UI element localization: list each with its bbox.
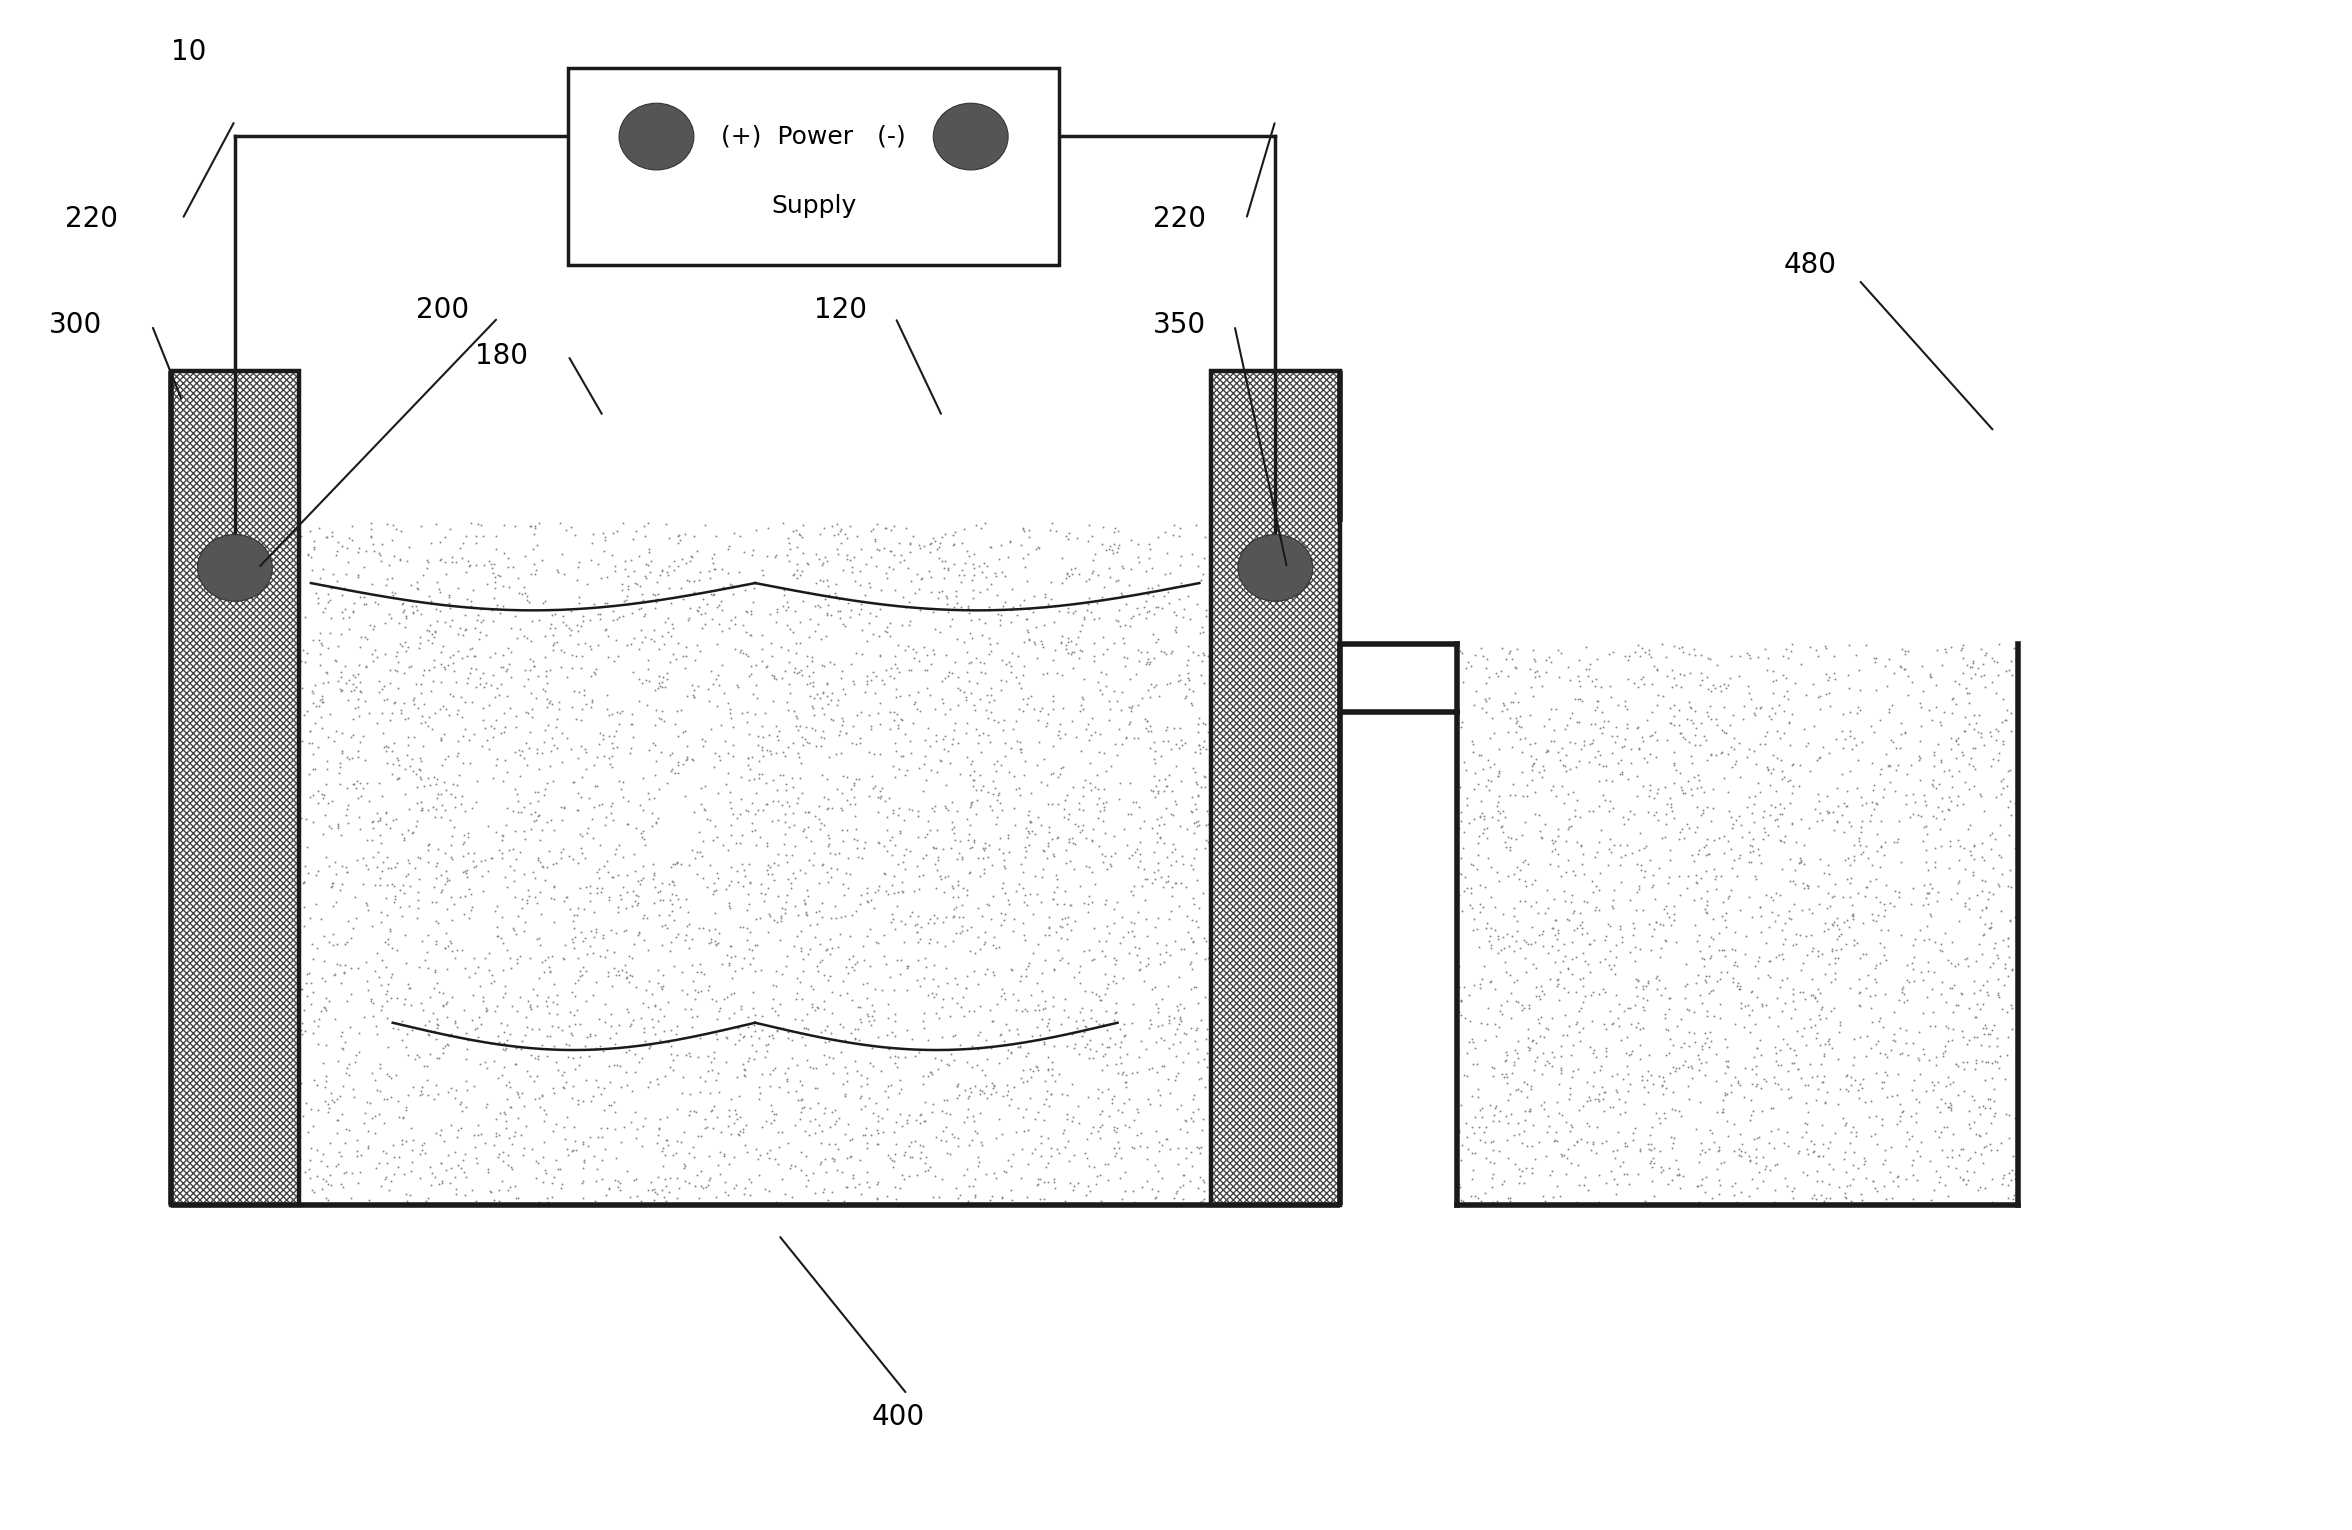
- Text: 220: 220: [1152, 205, 1207, 233]
- Ellipse shape: [198, 534, 273, 601]
- Bar: [172, 370, 299, 1204]
- Bar: [1211, 370, 1341, 1204]
- Text: Supply: Supply: [771, 194, 856, 217]
- Bar: [172, 370, 299, 1204]
- Text: 180: 180: [475, 341, 527, 370]
- Bar: [172, 370, 299, 1204]
- Text: 200: 200: [416, 297, 470, 324]
- Ellipse shape: [934, 103, 1009, 170]
- Text: 400: 400: [873, 1403, 924, 1431]
- Text: 350: 350: [1152, 311, 1207, 340]
- Bar: [1211, 370, 1341, 1204]
- Text: 300: 300: [49, 311, 101, 340]
- Text: 120: 120: [814, 297, 866, 324]
- Text: 480: 480: [1783, 251, 1837, 278]
- Ellipse shape: [1237, 534, 1312, 601]
- Ellipse shape: [619, 103, 694, 170]
- Bar: [569, 67, 1058, 265]
- Text: 220: 220: [66, 205, 118, 233]
- Text: 10: 10: [172, 38, 207, 66]
- Bar: [1211, 370, 1341, 1204]
- Text: (+)  Power   (-): (+) Power (-): [722, 124, 906, 148]
